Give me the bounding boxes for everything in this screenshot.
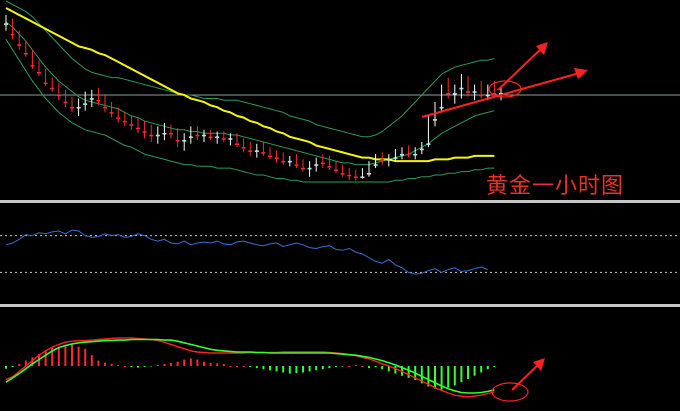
candle-body xyxy=(89,98,94,100)
candle-body xyxy=(248,150,253,152)
candle-body xyxy=(215,136,220,139)
candle-body xyxy=(83,103,88,105)
candle-body xyxy=(485,94,490,97)
candle-body xyxy=(400,153,404,156)
candle-body xyxy=(155,134,160,137)
candle-body xyxy=(307,167,312,170)
candle-body xyxy=(221,138,226,140)
candle-body xyxy=(96,99,101,102)
candle-body xyxy=(228,138,233,140)
candle-body xyxy=(452,93,457,95)
candle-body xyxy=(241,146,246,149)
candle-body xyxy=(188,136,193,139)
candle-body xyxy=(208,136,213,139)
candle-body xyxy=(23,52,28,55)
highlight-ellipse xyxy=(488,80,522,98)
candle-body xyxy=(386,159,391,161)
candle-body xyxy=(202,134,206,137)
candle-body xyxy=(182,139,187,142)
candle-body xyxy=(327,166,332,168)
candle-body xyxy=(109,112,114,114)
candle-body xyxy=(393,157,398,159)
candle-body xyxy=(136,127,140,130)
candle-body xyxy=(43,82,48,85)
candle-body xyxy=(56,94,61,97)
candle-body xyxy=(347,174,352,177)
candle-body xyxy=(76,106,81,109)
trendline-annotation xyxy=(421,71,584,118)
candle-body xyxy=(340,173,345,175)
candle-body xyxy=(433,119,437,121)
candle-body xyxy=(254,150,259,152)
moving-average-line xyxy=(5,7,495,163)
candle-body xyxy=(294,164,299,166)
candle-body xyxy=(301,167,305,170)
candle-body xyxy=(10,33,15,36)
bollinger-middle-line xyxy=(5,21,495,166)
candle-body xyxy=(116,117,121,119)
candle-body xyxy=(50,87,55,90)
candle-body xyxy=(353,176,358,179)
candle-body xyxy=(466,91,470,93)
candle-body xyxy=(149,134,154,137)
macd-arrow-annotation xyxy=(511,361,542,391)
candle-body xyxy=(162,133,167,135)
arrow-up-annotation xyxy=(497,45,545,91)
candle-body xyxy=(406,153,411,156)
candle-body xyxy=(439,106,444,109)
candle-body xyxy=(314,164,319,166)
candle-body xyxy=(261,152,266,154)
candle-body xyxy=(63,101,68,104)
candle-body xyxy=(142,131,147,133)
candle-body xyxy=(459,87,464,90)
candle-body xyxy=(268,155,272,158)
arrowhead-up xyxy=(536,42,548,55)
candle-body xyxy=(320,162,325,165)
chart-title: 黄金一小时图 xyxy=(486,174,625,199)
candle-body xyxy=(4,23,8,25)
candle-body xyxy=(122,120,127,123)
candle-body xyxy=(17,44,22,46)
bollinger-lower-line xyxy=(5,0,495,138)
candle-body xyxy=(274,157,279,159)
panel-separator-top xyxy=(0,200,680,203)
candle-body xyxy=(281,160,286,163)
panel-separator-bottom xyxy=(0,304,680,307)
candle-body xyxy=(70,106,74,109)
macd-dif-line xyxy=(5,338,495,394)
candle-body xyxy=(129,124,134,126)
candle-body xyxy=(195,134,200,137)
candle-body xyxy=(30,65,35,67)
candle-body xyxy=(426,143,431,145)
oscillator-line xyxy=(5,229,488,275)
candle-body xyxy=(373,164,378,166)
candle-body xyxy=(235,143,239,145)
candle-body xyxy=(472,91,477,93)
candle-body xyxy=(169,133,173,135)
candle-body xyxy=(360,176,365,179)
candle-body xyxy=(479,94,484,97)
candle-body xyxy=(103,106,107,109)
candle-body xyxy=(175,139,180,142)
arrowhead-right xyxy=(574,68,588,79)
macd-highlight-ellipse xyxy=(491,382,529,402)
candle-body xyxy=(413,153,418,156)
macd-arrowhead xyxy=(533,358,545,371)
candle-body xyxy=(419,148,424,151)
candle-body xyxy=(334,169,338,172)
candle-body xyxy=(367,173,371,175)
candle-body xyxy=(37,72,41,74)
candle-body xyxy=(446,93,451,95)
bollinger-upper-line xyxy=(5,39,495,183)
candle-body xyxy=(287,160,292,163)
candle-body xyxy=(380,159,385,161)
